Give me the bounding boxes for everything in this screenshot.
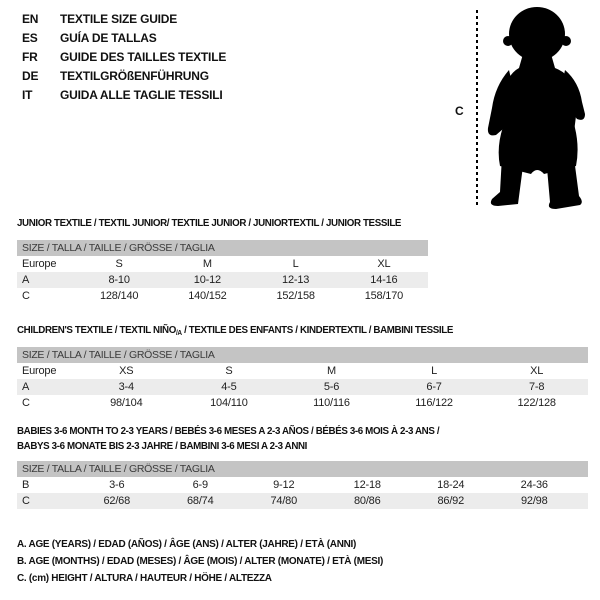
cell: 152/158 bbox=[276, 290, 315, 302]
row-label: B bbox=[22, 479, 30, 491]
row-label: A bbox=[22, 381, 30, 393]
cell: 14-16 bbox=[370, 274, 398, 286]
cell: 158/170 bbox=[364, 290, 404, 302]
row-label: C bbox=[22, 290, 30, 302]
cell: 80/86 bbox=[353, 495, 381, 507]
cell: 7-8 bbox=[529, 381, 545, 393]
baby-silhouette-icon bbox=[487, 7, 585, 209]
table-row-height: C 128/140 140/152 152/158 158/170 bbox=[17, 288, 428, 304]
cell: 10-12 bbox=[193, 274, 221, 286]
legend-item-c: C. (cm) HEIGHT / ALTURA / HAUTEUR / HÖHE… bbox=[17, 572, 272, 584]
lang-row-fr: FR GUIDE DES TAILLES TEXTILE bbox=[22, 48, 226, 67]
cell: 68/74 bbox=[186, 495, 214, 507]
cell: 6-7 bbox=[426, 381, 442, 393]
junior-table-title: JUNIOR TEXTILE / TEXTIL JUNIOR/ TEXTILE … bbox=[17, 217, 402, 229]
size-header-band: SIZE / TALLA / TAILLE / GRÖSSE / TAGLIA bbox=[17, 240, 428, 256]
lang-code: ES bbox=[22, 31, 38, 45]
cell: 92/98 bbox=[520, 495, 548, 507]
table-row-age: A 3-4 4-5 5-6 6-7 7-8 bbox=[17, 379, 588, 395]
column-header: M bbox=[202, 258, 212, 270]
cell: 5-6 bbox=[323, 381, 340, 393]
children-table: SIZE / TALLA / TAILLE / GRÖSSE / TAGLIA … bbox=[17, 347, 588, 411]
cell: 6-9 bbox=[192, 479, 209, 491]
lang-title: TEXTILGRÖßENFÜHRUNG bbox=[60, 69, 209, 83]
legend: A. AGE (YEARS) / EDAD (AÑOS) / ÂGE (ANS)… bbox=[17, 536, 402, 587]
lang-title: GUIDE DES TAILLES TEXTILE bbox=[60, 50, 227, 64]
cell: 3-4 bbox=[118, 381, 135, 393]
lang-code: EN bbox=[22, 12, 39, 26]
column-header: S bbox=[115, 258, 123, 270]
cell: 104/110 bbox=[210, 397, 248, 409]
row-label: C bbox=[22, 495, 30, 507]
column-header: M bbox=[327, 365, 336, 377]
column-header: S bbox=[225, 365, 233, 377]
cell: 9-12 bbox=[273, 479, 295, 491]
babies-title-line2: BABYS 3-6 MONATE BIS 2-3 JAHRE / BAMBINI… bbox=[17, 440, 308, 452]
height-dashed-line bbox=[476, 10, 478, 208]
cell: 110/116 bbox=[313, 397, 350, 409]
junior-table: SIZE / TALLA / TAILLE / GRÖSSE / TAGLIA … bbox=[17, 240, 428, 304]
region-label: Europe bbox=[22, 365, 57, 377]
children-title-suffix: / TEXTILE DES ENFANTS / KINDERTEXTIL / B… bbox=[181, 324, 453, 336]
cell: 4-5 bbox=[221, 381, 237, 393]
table-row-columns: Europe XS S M L XL bbox=[17, 363, 588, 379]
cell: 86/92 bbox=[437, 495, 465, 507]
lang-title: GUÍA DE TALLAS bbox=[60, 31, 157, 45]
column-header: L bbox=[431, 365, 438, 377]
lang-row-en: EN TEXTILE SIZE GUIDE bbox=[22, 10, 226, 29]
column-header: L bbox=[292, 258, 299, 270]
cell: 116/122 bbox=[415, 397, 453, 409]
size-header-band: SIZE / TALLA / TAILLE / GRÖSSE / TAGLIA bbox=[17, 461, 588, 477]
column-header: XL bbox=[377, 258, 391, 270]
cell: 74/80 bbox=[270, 495, 298, 507]
babies-table-title: BABIES 3-6 MONTH TO 2-3 YEARS / BEBÉS 3-… bbox=[17, 424, 440, 454]
cell: 128/140 bbox=[99, 290, 139, 302]
lang-title: GUIDA ALLE TAGLIE TESSILI bbox=[60, 88, 223, 102]
cell: 3-6 bbox=[109, 479, 125, 491]
cell: 8-10 bbox=[108, 274, 130, 286]
lang-row-de: DE TEXTILGRÖßENFÜHRUNG bbox=[22, 67, 226, 86]
cell: 18-24 bbox=[437, 479, 465, 491]
legend-item-b: B. AGE (MONTHS) / EDAD (MESES) / ÂGE (MO… bbox=[17, 555, 384, 567]
cell: 140/152 bbox=[188, 290, 227, 302]
column-header: XS bbox=[119, 365, 134, 377]
height-c-label: C bbox=[455, 104, 464, 118]
table-row-age-months: B 3-6 6-9 9-12 12-18 18-24 24-36 bbox=[17, 477, 588, 493]
lang-code: DE bbox=[22, 69, 39, 83]
row-label: A bbox=[22, 274, 30, 286]
babies-table: SIZE / TALLA / TAILLE / GRÖSSE / TAGLIA … bbox=[17, 461, 588, 509]
legend-item-a: A. AGE (YEARS) / EDAD (AÑOS) / ÂGE (ANS)… bbox=[17, 538, 357, 550]
lang-title: TEXTILE SIZE GUIDE bbox=[60, 12, 178, 26]
babies-title-line1: BABIES 3-6 MONTH TO 2-3 YEARS / BEBÉS 3-… bbox=[17, 425, 440, 437]
lang-code: IT bbox=[22, 88, 33, 102]
cell: 122/128 bbox=[517, 397, 556, 409]
children-title-sub: /A bbox=[175, 330, 182, 337]
size-header-band: SIZE / TALLA / TAILLE / GRÖSSE / TAGLIA bbox=[17, 347, 588, 363]
table-row-age: A 8-10 10-12 12-13 14-16 bbox=[17, 272, 428, 288]
children-table-title: CHILDREN'S TEXTILE / TEXTIL NIÑO/A / TEX… bbox=[17, 323, 453, 341]
cell: 98/104 bbox=[110, 397, 143, 409]
table-row-height: C 98/104 104/110 110/116 116/122 122/128 bbox=[17, 395, 588, 411]
cell: 24-36 bbox=[520, 479, 548, 491]
region-label: Europe bbox=[22, 258, 57, 270]
language-title-list: EN TEXTILE SIZE GUIDE ES GUÍA DE TALLAS … bbox=[22, 10, 226, 105]
cell: 12-13 bbox=[282, 274, 310, 286]
row-label: C bbox=[22, 397, 30, 409]
table-row-columns: Europe S M L XL bbox=[17, 256, 428, 272]
column-header: XL bbox=[530, 365, 544, 377]
lang-row-es: ES GUÍA DE TALLAS bbox=[22, 29, 226, 48]
cell: 62/68 bbox=[103, 495, 131, 507]
cell: 12-18 bbox=[353, 479, 381, 491]
lang-code: FR bbox=[22, 50, 38, 64]
table-row-height: C 62/68 68/74 74/80 80/86 86/92 92/98 bbox=[17, 493, 588, 509]
children-title-prefix: CHILDREN'S TEXTILE / TEXTIL NIÑO bbox=[17, 324, 176, 336]
lang-row-it: IT GUIDA ALLE TAGLIE TESSILI bbox=[22, 86, 226, 105]
